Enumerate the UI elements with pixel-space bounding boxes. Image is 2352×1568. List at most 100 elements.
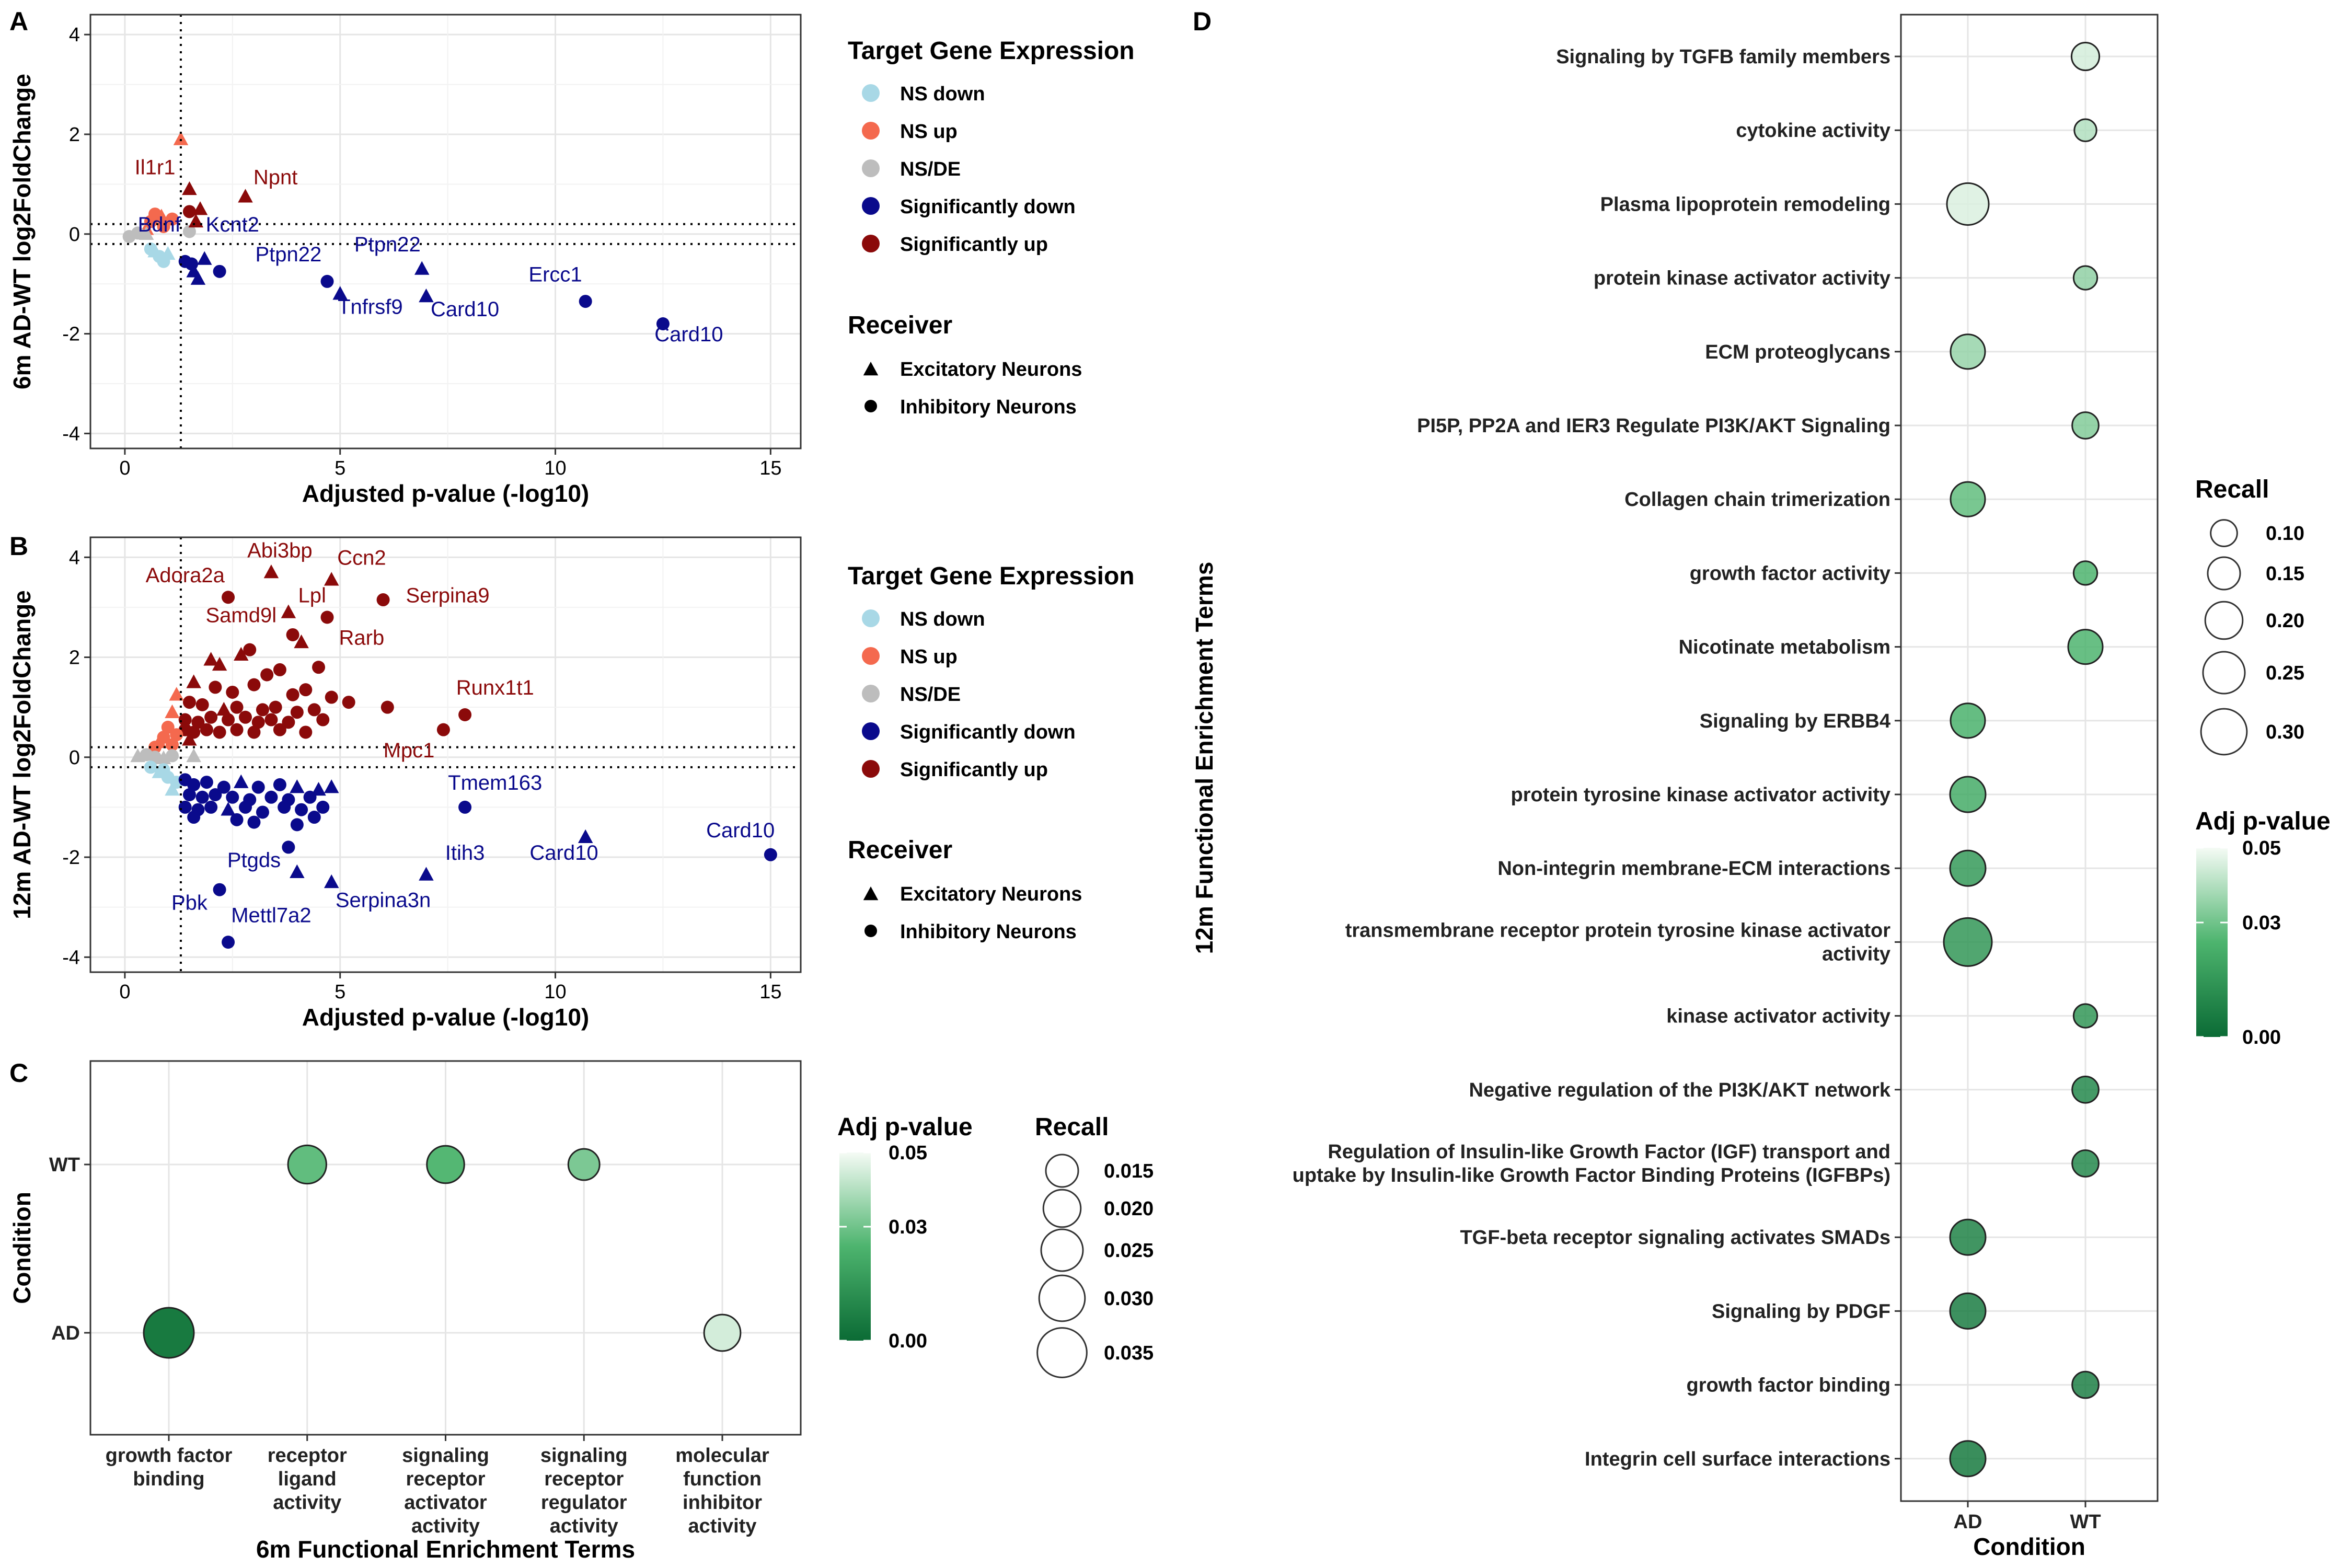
data-point-triangle [324, 779, 339, 793]
legend-label: Inhibitory Neurons [900, 921, 1077, 943]
data-point-triangle [221, 802, 236, 816]
x-tick-label: signaling [402, 1445, 489, 1467]
x-tick-label: function [683, 1468, 762, 1490]
recall-legend-circle [1036, 1327, 1088, 1378]
data-point-circle [256, 703, 269, 717]
x-axis-title: 6m Functional Enrichment Terms [256, 1536, 635, 1563]
gene-label: Ptpn22 [354, 233, 421, 256]
gene-label: Serpina9 [406, 584, 490, 607]
data-point-circle [269, 700, 282, 714]
x-tick-label: binding [133, 1468, 204, 1490]
legend-receiver-items: Excitatory Neurons Inhibitory Neurons [863, 883, 1082, 943]
y-tick-label: -4 [62, 947, 80, 969]
enrichment-dot [2072, 1003, 2099, 1029]
data-point-triangle [419, 289, 434, 303]
data-point-circle [170, 728, 183, 742]
data-point-triangle [332, 286, 348, 300]
legend-swatch-sig_up [862, 235, 880, 252]
gene-label: Samd9l [205, 604, 276, 627]
gene-label: Runx1t1 [456, 676, 534, 699]
enrichment-dot [567, 1148, 601, 1181]
data-point-circle [342, 696, 355, 709]
y-tick-label: 4 [69, 24, 80, 46]
recall-legend-circle [1038, 1274, 1086, 1322]
data-point-triangle [156, 750, 171, 764]
enrichment-dot [2070, 41, 2101, 72]
legend-recall-title: Recall [1035, 1113, 1109, 1141]
y-tick-label: 2 [69, 647, 80, 669]
gene-label: Ptgds [227, 849, 281, 872]
legend-padj-title: Adj p-value [837, 1113, 973, 1141]
recall-legend-label: 0.020 [1104, 1198, 1154, 1220]
legend-triangle-icon [863, 362, 879, 376]
y-tick-label: AD [51, 1322, 80, 1344]
legend-swatch-sig_down [862, 722, 880, 740]
y-tick-label: Signaling by PDGF [1712, 1300, 1890, 1322]
data-point-triangle [182, 732, 197, 746]
plot-border [1900, 14, 2159, 1502]
padj-tick-label: 0.00 [889, 1330, 927, 1352]
y-tick-label: Non-integrin membrane-ECM interactions [1497, 858, 1890, 880]
recall-legend-label: 0.15 [2266, 563, 2304, 585]
data-point-circle [195, 790, 209, 804]
x-tick-label: 5 [335, 457, 345, 479]
y-tick-label: growth factor activity [1690, 562, 1890, 584]
gene-label: Ccn2 [337, 547, 386, 570]
y-tick-label: kinase activator activity [1666, 1006, 1890, 1028]
x-axis-title: Adjusted p-value (-log10) [302, 1004, 589, 1031]
data-point-triangle [160, 246, 176, 260]
data-point-circle [436, 723, 450, 736]
data-point-circle [290, 706, 304, 719]
plot-border [89, 14, 802, 449]
gene-label: Adora2a [146, 564, 225, 587]
data-point-circle [204, 710, 218, 724]
legend-swatch-ns_down [862, 609, 880, 627]
legend-a: Target Gene Expression NS down NS up NS/DE… [848, 37, 1135, 418]
legend-b: Target Gene Expression NS down NS up NS/DE… [848, 562, 1135, 943]
data-point-circle [122, 230, 136, 244]
data-point-triangle [324, 874, 339, 889]
data-point-triangle [203, 652, 218, 666]
x-tick-label: 0 [119, 457, 130, 479]
data-point-triangle [290, 864, 305, 878]
data-point-circle [200, 723, 213, 736]
legend-label: Significantly up [900, 759, 1048, 781]
x-tick-label: activity [273, 1492, 341, 1514]
x-tick-label: inhibitor [683, 1492, 762, 1514]
data-point-triangle [139, 226, 154, 240]
legend-receiver-title: Receiver [848, 836, 952, 864]
data-point-triangle [311, 781, 326, 796]
data-point-circle [209, 788, 222, 802]
recall-legend-label: 0.015 [1104, 1160, 1154, 1182]
data-point-circle [320, 274, 334, 288]
legend-expression-items: NS down NS up NS/DE Significantly down Signi… [862, 83, 1076, 256]
legend-label: Significantly down [900, 721, 1076, 743]
x-tick-label: molecular [675, 1445, 769, 1467]
recall-legend-circle [2200, 708, 2248, 756]
data-point-circle [182, 205, 196, 218]
data-point-circle [230, 813, 244, 826]
legend-receiver-items: Excitatory Neurons Inhibitory Neurons [863, 359, 1082, 418]
data-point-circle [264, 713, 278, 727]
data-point-circle [299, 725, 313, 739]
y-tick-label: Nicotinate metabolism [1679, 637, 1890, 659]
data-point-circle [213, 725, 226, 739]
data-point-triangle [173, 131, 189, 145]
x-tick-label: receptor [406, 1468, 485, 1490]
data-point-circle [204, 800, 218, 814]
x-tick-label: 15 [759, 981, 781, 1003]
enrichment-dot [2072, 560, 2099, 586]
y-tick-label: Regulation of Insulin-like Growth Factor… [1328, 1141, 1890, 1163]
gene-label: Ptpn22 [255, 243, 321, 266]
legend-swatch-ns_down [862, 84, 880, 102]
data-point-circle [307, 811, 321, 824]
data-point-triangle [294, 634, 309, 649]
data-point-triangle [192, 201, 208, 215]
data-point-circle [307, 703, 321, 717]
padj-ticks: 0.05 0.03 0.00 [839, 1142, 927, 1352]
data-point-circle [230, 723, 244, 736]
y-tick-label: cytokine activity [1736, 120, 1890, 142]
data-point-circle [325, 690, 338, 704]
data-point-triangle [197, 251, 212, 265]
data-point-circle [273, 723, 286, 736]
